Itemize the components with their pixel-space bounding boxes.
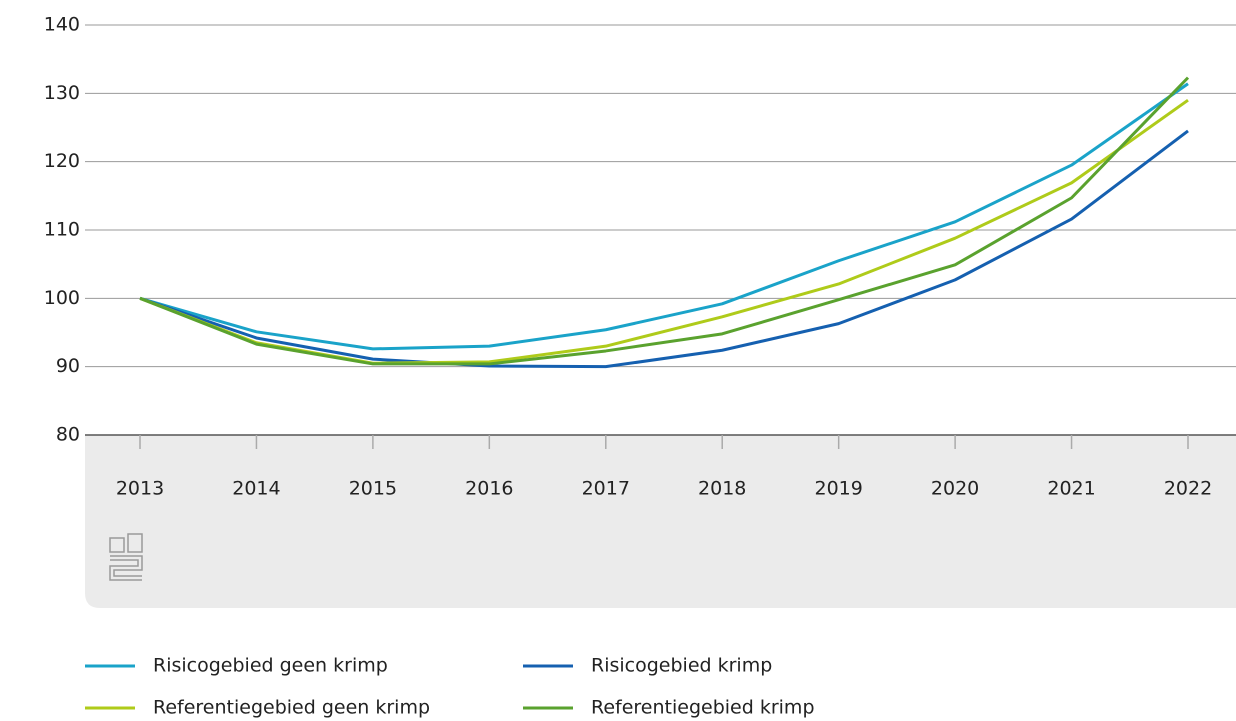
x-tick-label: 2018: [698, 478, 746, 500]
legend-label: Referentiegebied krimp: [591, 697, 815, 719]
line-series: [139, 76, 1190, 366]
line-series: [139, 129, 1189, 369]
axis-panel: [85, 435, 1236, 608]
y-tick-label: 80: [56, 424, 80, 446]
x-tick-label: 2022: [1164, 478, 1212, 500]
y-tick-label: 100: [44, 287, 80, 309]
logo: [109, 533, 143, 581]
y-tick-label: 120: [44, 150, 80, 172]
x-tick-label: 2014: [232, 478, 280, 500]
x-tick-label: 2015: [349, 478, 397, 500]
line-series: [139, 98, 1189, 365]
x-tick-label: 2013: [116, 478, 164, 500]
x-tick-label: 2017: [582, 478, 630, 500]
line-series: [139, 82, 1189, 351]
x-tick-label: 2021: [1047, 478, 1095, 500]
legend-label: Risicogebied krimp: [591, 655, 772, 677]
x-tick-label: 2016: [465, 478, 513, 500]
x-tick-label: 2020: [931, 478, 979, 500]
x-tick-label: 2019: [814, 478, 862, 500]
legend-label: Risicogebied geen krimp: [153, 655, 388, 677]
y-tick-label: 130: [44, 82, 80, 104]
legend-label: Referentiegebied geen krimp: [153, 697, 430, 719]
y-tick-label: 140: [44, 14, 80, 36]
y-tick-label: 90: [56, 355, 80, 377]
y-tick-label: 110: [44, 219, 80, 241]
